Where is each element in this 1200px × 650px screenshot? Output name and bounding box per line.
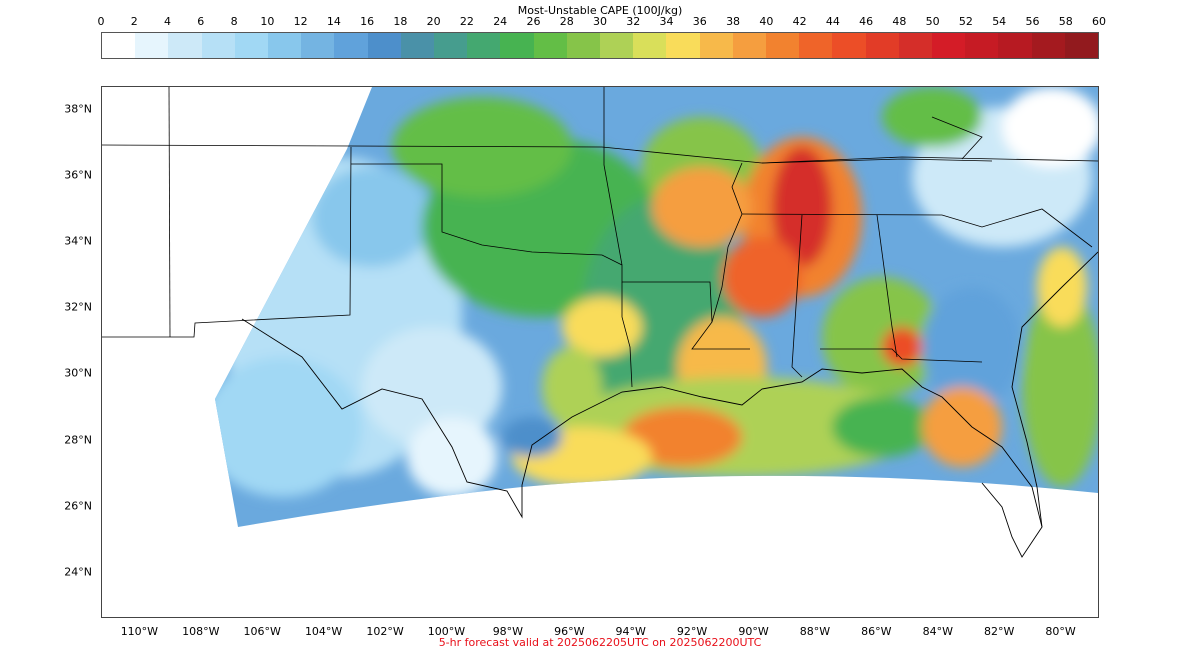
colorbar-tick-label: 10	[260, 15, 275, 28]
latitude-tick-label: 24°N	[64, 565, 92, 579]
colorbar-segment	[1064, 33, 1099, 58]
longitude-tick-label: 108°W	[182, 625, 220, 638]
colorbar-segment	[500, 33, 534, 58]
forecast-valid-caption: 5-hr forecast valid at 2025062205UTC on …	[438, 636, 762, 649]
colorbar-tick-label: 4	[164, 15, 172, 28]
longitude-tick-label: 92°W	[676, 625, 708, 638]
colorbar-segment	[201, 33, 235, 58]
coastline	[241, 251, 1098, 558]
colorbar-tick-label: 52	[958, 15, 973, 28]
longitude-tick-label: 98°W	[492, 625, 524, 638]
colorbar-segment	[832, 33, 866, 58]
cape-field-map	[102, 87, 1098, 558]
longitude-tick-label: 106°W	[243, 625, 281, 638]
longitude-tick-label: 104°W	[304, 625, 343, 638]
latitude-tick-label: 36°N	[64, 168, 92, 182]
colorbar-segment	[865, 33, 899, 58]
colorbar-tick-label: 24	[493, 15, 508, 28]
colorbar-segment	[367, 33, 401, 58]
colorbar-tick-label: 0	[97, 15, 105, 28]
longitude-tick-label: 82°W	[984, 625, 1015, 638]
colorbar-tick-label: 16	[360, 15, 375, 28]
colorbar-segment	[600, 33, 634, 58]
colorbar-segment	[666, 33, 700, 58]
colorbar-segment	[1031, 33, 1065, 58]
state-borders	[102, 87, 1098, 388]
latitude-tick-label: 28°N	[64, 433, 92, 447]
colorbar-tick-label: 38	[726, 15, 741, 28]
colorbar-tick-label: 56	[1025, 15, 1040, 28]
colorbar-segment	[699, 33, 733, 58]
colorbar-segment	[799, 33, 833, 58]
colorbar-tick-label: 26	[526, 15, 541, 28]
colorbar-segment	[633, 33, 667, 58]
colorbar-tick-label: 50	[925, 15, 940, 28]
colorbar-tick-label: 60	[1092, 15, 1106, 28]
longitude-tick-label: 96°W	[554, 625, 585, 638]
colorbar-tick-label: 14	[326, 15, 341, 28]
latitude-tick-label: 30°N	[64, 366, 92, 380]
colorbar-segment	[334, 33, 368, 58]
colorbar-tick-label: 22	[459, 15, 474, 28]
colorbar-tick-label: 12	[293, 15, 308, 28]
latitude-tick-label: 32°N	[64, 300, 92, 314]
longitude-tick-label: 94°W	[615, 625, 646, 638]
colorbar-tick-label: 44	[825, 15, 840, 28]
cape-field	[215, 87, 1098, 527]
colorbar-segment	[301, 33, 335, 58]
colorbar-title: Most-Unstable CAPE (100J/kg)	[517, 4, 683, 17]
colorbar-segment	[168, 33, 202, 58]
colorbar-tick-label: 42	[792, 15, 807, 28]
colorbar-segment	[998, 33, 1032, 58]
latitude-tick-label: 38°N	[64, 102, 92, 116]
latitude-tick-label: 34°N	[64, 234, 92, 248]
longitude-tick-label: 86°W	[861, 625, 892, 638]
longitude-tick-label: 88°W	[799, 625, 831, 638]
colorbar-segment	[932, 33, 966, 58]
longitude-tick-label: 90°W	[738, 625, 769, 638]
latitude-tick-label: 26°N	[64, 499, 92, 513]
colorbar-tick-label: 28	[559, 15, 574, 28]
colorbar-tick-label: 20	[426, 15, 441, 28]
colorbar-tick-label: 32	[626, 15, 641, 28]
map-panel	[101, 86, 1099, 618]
colorbar-tick-label: 46	[859, 15, 874, 28]
colorbar-tick-label: 18	[393, 15, 408, 28]
colorbar	[101, 32, 1099, 59]
colorbar-tick-label: 34	[659, 15, 674, 28]
colorbar-segment	[766, 33, 800, 58]
colorbar-segment	[434, 33, 468, 58]
colorbar-tick-label: 6	[197, 15, 205, 28]
colorbar-segment	[965, 33, 999, 58]
colorbar-segment	[566, 33, 601, 58]
colorbar-tick-label: 48	[892, 15, 907, 28]
colorbar-tick-label: 36	[692, 15, 707, 28]
colorbar-tick-label: 58	[1058, 15, 1073, 28]
longitude-tick-label: 110°W	[120, 625, 159, 638]
longitude-tick-label: 84°W	[922, 625, 953, 638]
colorbar-segment	[898, 33, 933, 58]
colorbar-tick-label: 2	[130, 15, 138, 28]
longitude-tick-label: 80°W	[1045, 625, 1076, 638]
colorbar-segment	[400, 33, 435, 58]
colorbar-segment	[732, 33, 767, 58]
colorbar-segment	[135, 33, 169, 58]
colorbar-segment	[102, 33, 136, 58]
colorbar-segment	[268, 33, 302, 58]
colorbar-segment	[467, 33, 501, 58]
longitude-tick-label: 102°W	[366, 625, 404, 638]
colorbar-segment	[533, 33, 567, 58]
colorbar-tick-label: 54	[992, 15, 1007, 28]
colorbar-tick-label: 8	[230, 15, 238, 28]
longitude-tick-label: 100°W	[427, 625, 466, 638]
colorbar-segment	[234, 33, 269, 58]
colorbar-tick-label: 40	[759, 15, 774, 28]
colorbar-tick-label: 30	[593, 15, 607, 28]
